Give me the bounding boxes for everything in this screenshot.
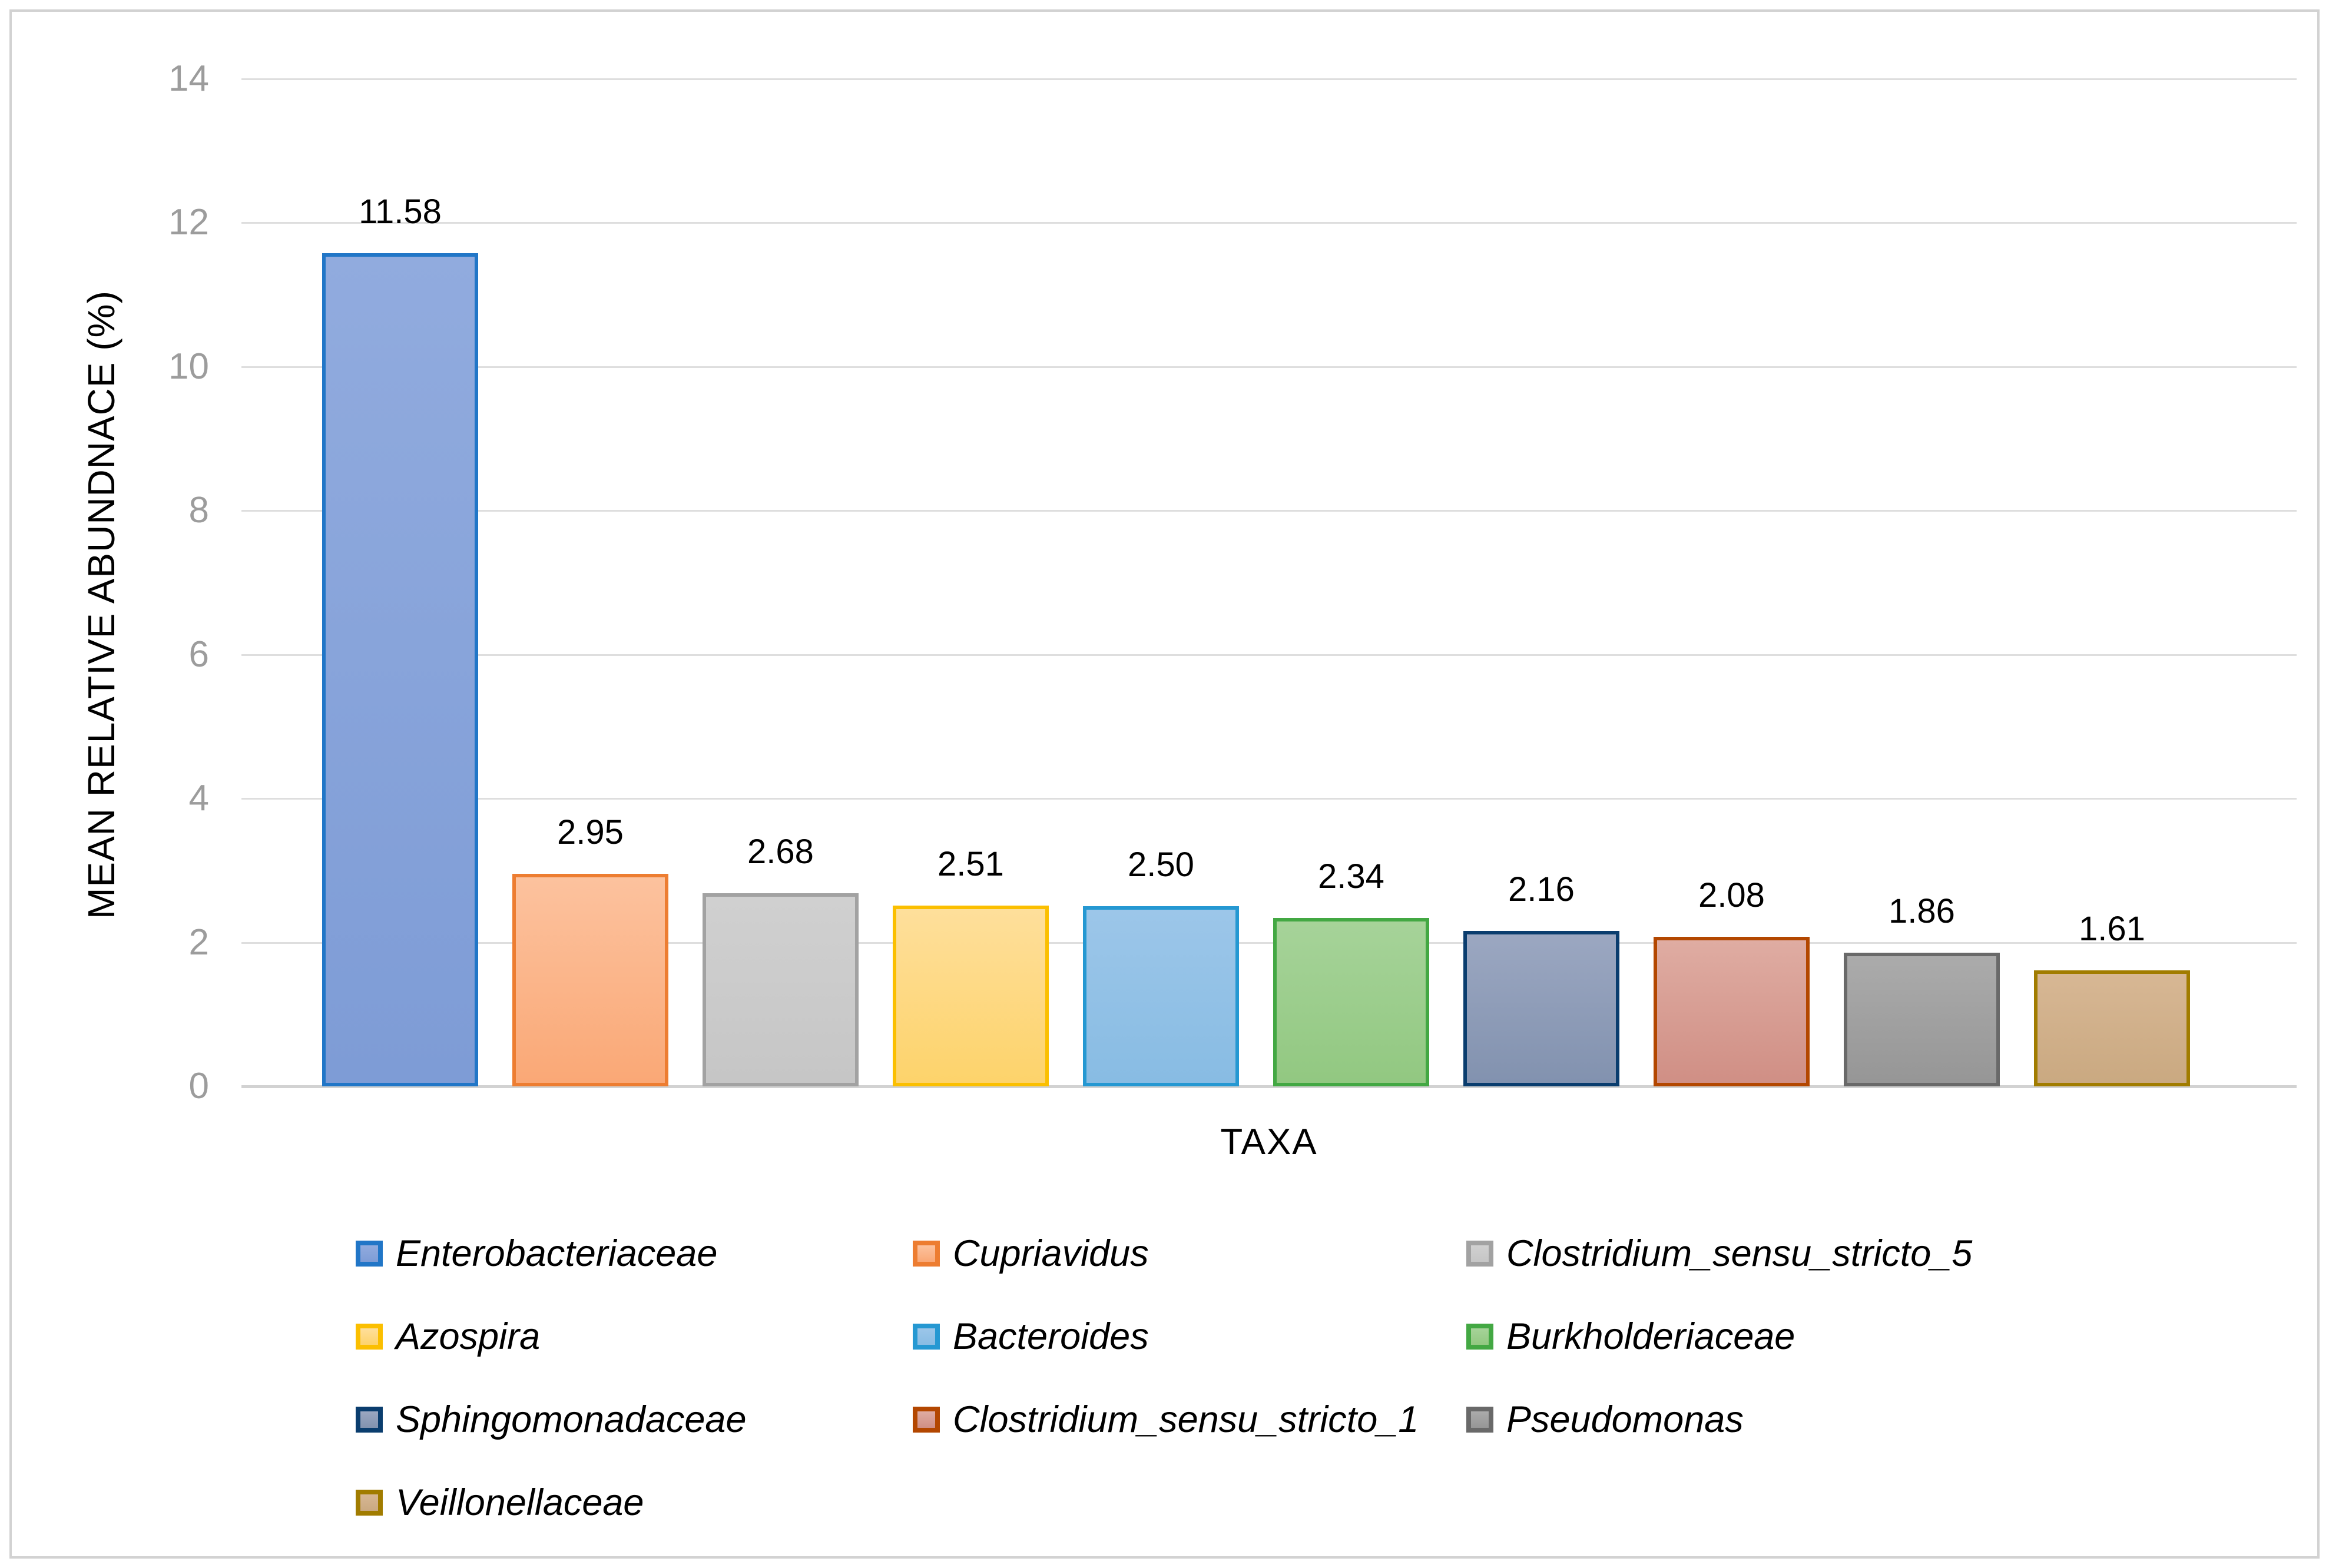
gridline bbox=[241, 222, 2297, 224]
bar-Azospira bbox=[893, 906, 1049, 1086]
bar-value-label: 1.61 bbox=[2079, 910, 2145, 949]
x-axis-line bbox=[241, 1085, 2297, 1088]
bar-value-label: 2.50 bbox=[1128, 846, 1194, 884]
legend-label: Clostridium_sensu_stricto_5 bbox=[1506, 1233, 1973, 1274]
bar-Burkholderiaceae bbox=[1273, 918, 1429, 1086]
legend-swatch-icon bbox=[913, 1241, 940, 1267]
bar-value-label: 1.86 bbox=[1889, 891, 1955, 930]
legend-label: Bacteroides bbox=[953, 1316, 1149, 1357]
y-tick-label: 12 bbox=[168, 202, 209, 243]
bar-Clostridium_sensu_stricto_5 bbox=[703, 893, 859, 1086]
bar-Clostridium_sensu_stricto_1 bbox=[1654, 936, 1810, 1086]
legend-label: Clostridium_sensu_stricto_1 bbox=[953, 1399, 1419, 1440]
legend-item-Enterobacteriaceae: Enterobacteriaceae bbox=[356, 1233, 717, 1274]
gridline bbox=[241, 942, 2297, 944]
gridline bbox=[241, 654, 2297, 656]
gridline bbox=[241, 78, 2297, 80]
bar-Enterobacteriaceae bbox=[322, 253, 478, 1086]
legend-swatch-icon bbox=[1466, 1324, 1493, 1350]
legend-item-Clostridium_sensu_stricto_1: Clostridium_sensu_stricto_1 bbox=[913, 1399, 1419, 1440]
legend-swatch-icon bbox=[356, 1241, 383, 1267]
plot-area: 11.58 2.95 2.68 2.51 2.50 2.34 2.16 2.08 1.86 1.6… bbox=[241, 78, 2297, 1088]
legend-swatch-icon bbox=[356, 1407, 383, 1433]
legend-item-Bacteroides: Bacteroides bbox=[913, 1316, 1149, 1357]
legend-swatch-icon bbox=[356, 1324, 383, 1350]
legend-label: Azospira bbox=[396, 1316, 541, 1357]
legend-label: Burkholderiaceae bbox=[1506, 1316, 1795, 1357]
y-tick-label: 14 bbox=[168, 58, 209, 99]
bar-Bacteroides bbox=[1083, 906, 1239, 1086]
legend-swatch-icon bbox=[1466, 1241, 1493, 1267]
y-tick-label: 0 bbox=[188, 1066, 209, 1106]
bar-Cupriavidus bbox=[512, 874, 668, 1086]
bar-Pseudomonas bbox=[1844, 952, 2000, 1086]
legend-label: Pseudomonas bbox=[1506, 1399, 1744, 1440]
bar-value-label: 2.95 bbox=[557, 813, 624, 852]
legend-swatch-icon bbox=[1466, 1407, 1493, 1433]
y-tick-label: 8 bbox=[188, 490, 209, 531]
bar-Veillonellaceae bbox=[2034, 970, 2190, 1086]
legend-swatch-icon bbox=[913, 1407, 940, 1433]
bar-value-label: 2.34 bbox=[1318, 857, 1384, 896]
gridline bbox=[241, 798, 2297, 800]
legend-label: Enterobacteriaceae bbox=[396, 1233, 718, 1274]
x-axis-title: TAXA bbox=[1220, 1122, 1318, 1162]
y-tick-label: 6 bbox=[188, 634, 209, 675]
bar-value-label: 2.08 bbox=[1698, 876, 1765, 914]
gridline bbox=[241, 510, 2297, 512]
bar-value-label: 2.51 bbox=[937, 845, 1004, 884]
bar-value-label: 2.68 bbox=[747, 833, 814, 871]
y-tick-label: 4 bbox=[188, 778, 209, 819]
y-tick-label: 10 bbox=[168, 346, 209, 387]
legend-swatch-icon bbox=[913, 1324, 940, 1350]
y-axis-title: MEAN RELATIVE ABUNDNACE (%) bbox=[80, 290, 122, 919]
legend-item-Pseudomonas: Pseudomonas bbox=[1466, 1399, 1744, 1440]
bar-value-label: 2.16 bbox=[1508, 870, 1575, 909]
bar-Sphingomonadaceae bbox=[1463, 931, 1619, 1086]
legend-item-Burkholderiaceae: Burkholderiaceae bbox=[1466, 1316, 1795, 1357]
legend-item-Sphingomonadaceae: Sphingomonadaceae bbox=[356, 1399, 747, 1440]
y-tick-label: 2 bbox=[188, 921, 209, 963]
legend-label: Sphingomonadaceae bbox=[396, 1399, 747, 1440]
legend-swatch-icon bbox=[356, 1490, 383, 1516]
legend-item-Veillonellaceae: Veillonellaceae bbox=[356, 1482, 644, 1523]
bar-value-label: 11.58 bbox=[359, 192, 442, 231]
legend-item-Azospira: Azospira bbox=[356, 1316, 540, 1357]
legend-label: Cupriavidus bbox=[953, 1233, 1149, 1274]
legend-item-Clostridium_sensu_stricto_5: Clostridium_sensu_stricto_5 bbox=[1466, 1233, 1972, 1274]
gridline bbox=[241, 366, 2297, 368]
legend-item-Cupriavidus: Cupriavidus bbox=[913, 1233, 1149, 1274]
legend-label: Veillonellaceae bbox=[396, 1482, 644, 1523]
chart-frame: MEAN RELATIVE ABUNDNACE (%) 11.58 2.95 2.6… bbox=[9, 9, 2320, 1559]
